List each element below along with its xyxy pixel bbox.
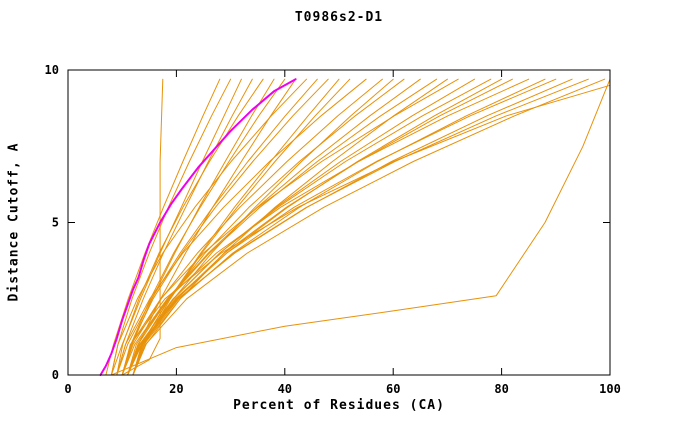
y-tick-label: 5: [52, 216, 59, 230]
series-line: [110, 78, 232, 376]
series-line: [116, 78, 264, 376]
series-line: [121, 78, 611, 376]
x-tick-label: 100: [599, 382, 621, 396]
series-line: [132, 78, 589, 376]
page-title: T0986s2-D1: [294, 10, 384, 25]
series-line: [132, 78, 606, 376]
series-line: [110, 78, 611, 376]
series-line: [127, 78, 475, 376]
x-axis-label: Percent of Residues (CA): [233, 398, 445, 413]
y-tick-label: 10: [45, 63, 59, 77]
series-line: [127, 78, 503, 376]
series-line: [116, 78, 318, 376]
series-line: [127, 78, 438, 376]
series-line: [121, 78, 383, 376]
series-line: [132, 78, 557, 376]
x-tick-label: 0: [64, 382, 71, 396]
series-line: [132, 78, 351, 376]
x-tick-label: 40: [278, 382, 292, 396]
series-line: [105, 78, 221, 376]
series-line: [121, 78, 329, 376]
series-line: [132, 78, 405, 376]
x-tick-label: 80: [494, 382, 508, 396]
series-line: [127, 78, 530, 376]
series-line: [121, 78, 421, 376]
x-tick-label: 60: [386, 382, 400, 396]
y-tick-label: 0: [52, 368, 59, 382]
highlighted-series-line: [99, 78, 297, 376]
series-line: [132, 78, 546, 376]
series-line: [110, 78, 307, 376]
x-tick-label: 20: [169, 382, 183, 396]
series-line: [116, 78, 367, 376]
series-line: [127, 78, 573, 376]
series-line: [116, 78, 253, 376]
series-line: [121, 78, 164, 376]
y-axis-label: Distance Cutoff, A: [6, 142, 22, 302]
plot-border: [67, 69, 611, 376]
series-line: [132, 78, 513, 376]
